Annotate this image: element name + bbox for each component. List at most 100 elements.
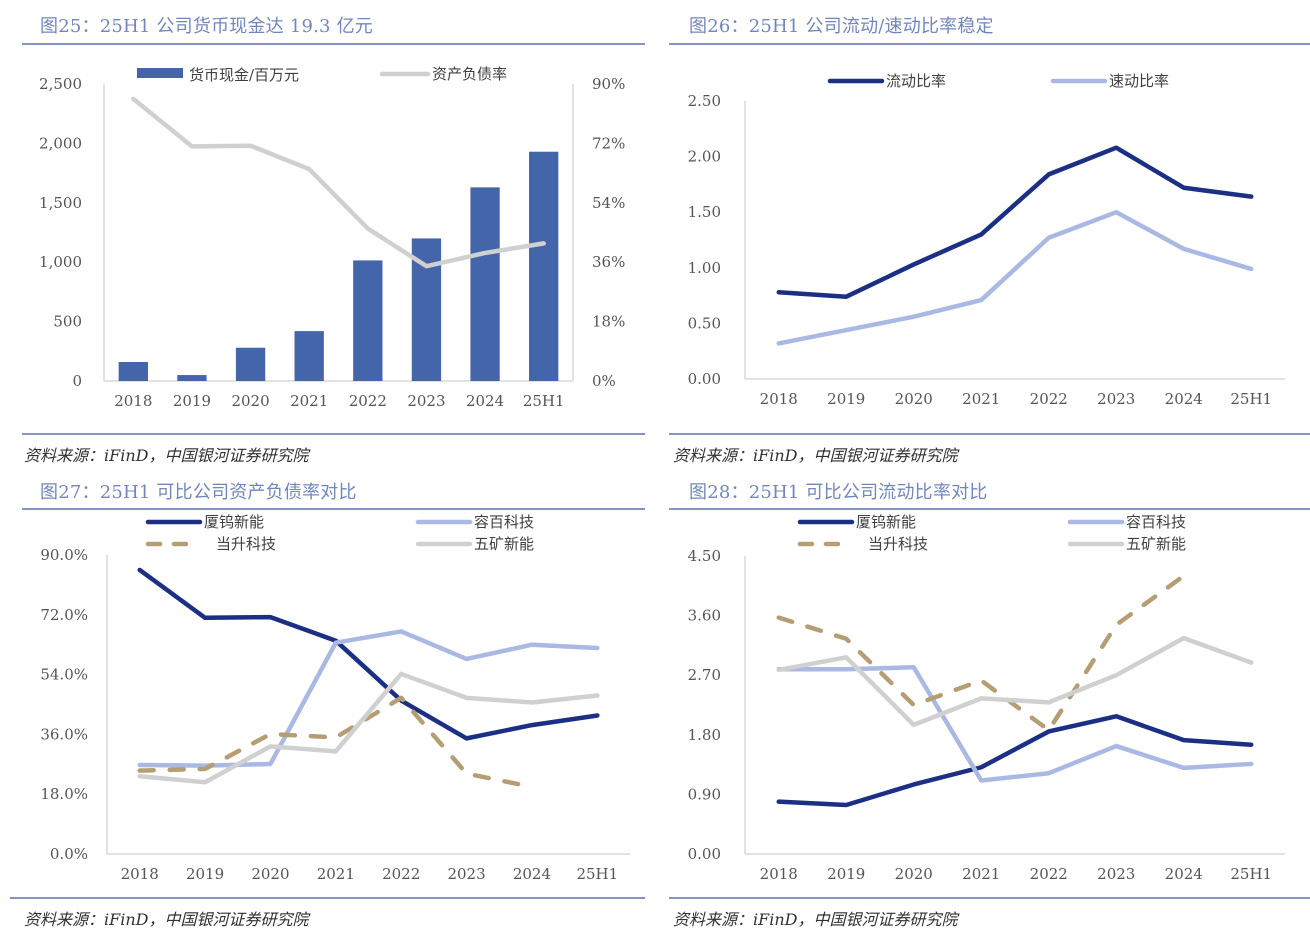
- figure-26-bottom-rule: [669, 433, 1310, 435]
- bar: [294, 331, 324, 381]
- figure-28-bottom-rule: [669, 897, 1310, 899]
- right-y-tick-label: 72%: [592, 134, 625, 152]
- legend-label: 资产负债率: [432, 65, 507, 83]
- x-tick-label: 2024: [466, 392, 504, 410]
- legend-label: 速动比率: [1109, 72, 1169, 90]
- chart-cash-and-debt-ratio: 0 500 1,000 1,500 2,000 2,500 2018 2019 2020 2021…: [39, 65, 625, 410]
- x-tick-label: 2020: [895, 390, 933, 408]
- y-tick-label: 1,000: [39, 253, 82, 271]
- series-line-2: [776, 209, 1254, 346]
- x-tick-label: 2023: [1097, 390, 1135, 408]
- x-tick-label: 2021: [962, 865, 1000, 883]
- y-tick-label: 2.70: [688, 666, 721, 684]
- legend-label: 当升科技: [216, 535, 276, 553]
- x-tick-label: 2020: [231, 392, 269, 410]
- series-line-4: [776, 635, 1254, 728]
- legend-label: 厦钨新能: [204, 513, 264, 531]
- y-tick-label: 0: [72, 372, 82, 390]
- x-tick-label: 2020: [895, 865, 933, 883]
- legend-label: 容百科技: [1126, 513, 1186, 531]
- right-y-tick-label: 36%: [592, 253, 625, 271]
- series-line-1: [776, 145, 1254, 299]
- series-line-1: [137, 567, 600, 741]
- y-tick-label: 2.00: [688, 148, 721, 166]
- bar: [529, 151, 559, 381]
- figure-28-title: 图28：25H1 可比公司流动比率对比: [689, 482, 988, 503]
- x-tick-label: 2018: [121, 865, 159, 883]
- bar: [353, 260, 383, 381]
- x-tick-label: 2024: [513, 865, 551, 883]
- y-tick-label: 3.60: [688, 607, 721, 625]
- y-tick-label: 54.0%: [40, 666, 88, 684]
- figure-27-title: 图27：25H1 可比公司资产负债率对比: [40, 482, 357, 503]
- y-tick-label: 2.50: [688, 92, 721, 110]
- series-line-2: [776, 665, 1254, 783]
- figure-25-top-rule: [22, 43, 645, 45]
- legend-label: 容百科技: [474, 513, 534, 531]
- figure-26-source: 资料来源：iFinD，中国银河证券研究院: [673, 446, 958, 465]
- x-tick-label: 2023: [447, 865, 485, 883]
- legend-label: 五矿新能: [474, 535, 534, 553]
- y-tick-label: 1,500: [39, 194, 82, 212]
- y-tick-label: 4.50: [688, 547, 721, 565]
- x-tick-label: 25H1: [1230, 390, 1272, 408]
- x-tick-label: 2018: [760, 865, 798, 883]
- series-line-1: [776, 714, 1254, 808]
- right-y-tick-label: 18%: [592, 313, 625, 331]
- y-tick-label: 2,500: [39, 75, 82, 93]
- chart-peer-debt-ratio: 0.0% 18.0% 36.0% 54.0% 72.0% 90.0% 2018 2019 202…: [40, 513, 630, 883]
- legend-label: 流动比率: [886, 72, 946, 90]
- figure-27-panel: 图27：25H1 可比公司资产负债率对比 0.0% 18.0% 36.0% 54.0%…: [0, 470, 650, 935]
- x-tick-label: 2024: [1165, 390, 1203, 408]
- y-tick-label: 2,000: [39, 134, 82, 152]
- y-tick-label: 1.50: [688, 203, 721, 221]
- figure-25-title: 图25：25H1 公司货币现金达 19.3 亿元: [40, 16, 373, 37]
- x-tick-label: 2024: [1165, 865, 1203, 883]
- x-tick-label: 2022: [349, 392, 387, 410]
- figure-27-top-rule: [22, 508, 645, 510]
- x-tick-label: 2018: [114, 392, 152, 410]
- y-tick-label: 0.90: [688, 785, 721, 803]
- x-tick-label: 2023: [1097, 865, 1135, 883]
- x-tick-label: 2022: [1030, 390, 1068, 408]
- y-tick-label: 18.0%: [40, 785, 88, 803]
- right-y-tick-label: 90%: [592, 75, 625, 93]
- right-y-tick-label: 0%: [592, 372, 616, 390]
- series-line-2: [131, 96, 546, 269]
- y-tick-label: 90.0%: [40, 546, 88, 564]
- legend-label: 厦钨新能: [856, 513, 916, 531]
- figure-26-panel: 图26：25H1 公司流动/速动比率稳定 0.00 0.50 1.00 1.50 2.0…: [655, 0, 1310, 470]
- figure-26-top-rule: [669, 43, 1310, 45]
- x-tick-label: 2021: [962, 390, 1000, 408]
- y-tick-label: 0.0%: [50, 845, 88, 863]
- figure-25-bottom-rule: [22, 433, 645, 435]
- series-line-3: [776, 573, 1186, 733]
- chart-peer-current-ratio: 0.00 0.90 1.80 2.70 3.60 4.50 2018 2019 2020 2021…: [688, 513, 1285, 883]
- bar: [235, 347, 266, 381]
- y-tick-label: 1.00: [688, 259, 721, 277]
- figure-28-source: 资料来源：iFinD，中国银河证券研究院: [673, 910, 958, 929]
- y-tick-label: 0.50: [688, 314, 721, 332]
- bar: [177, 375, 207, 381]
- legend-label: 五矿新能: [1126, 535, 1186, 553]
- figure-28-panel: 图28：25H1 可比公司流动比率对比 0.00 0.90 1.80 2.70 3.60…: [655, 470, 1310, 935]
- x-tick-label: 25H1: [576, 865, 618, 883]
- y-tick-label: 0.00: [688, 845, 721, 863]
- y-tick-label: 500: [53, 313, 82, 331]
- y-tick-label: 72.0%: [40, 606, 88, 624]
- bar: [470, 187, 500, 381]
- figure-27-source: 资料来源：iFinD，中国银河证券研究院: [24, 910, 309, 929]
- x-tick-label: 2019: [827, 390, 865, 408]
- x-tick-label: 2019: [173, 392, 211, 410]
- y-tick-label: 0.00: [688, 370, 721, 388]
- x-tick-label: 2021: [290, 392, 328, 410]
- chart-current-quick-ratio: 0.00 0.50 1.00 1.50 2.00 2.50 2018 2019 2020 2021…: [688, 72, 1285, 408]
- bar: [118, 361, 148, 381]
- right-y-tick-label: 54%: [592, 194, 625, 212]
- y-tick-label: 36.0%: [40, 725, 88, 743]
- x-tick-label: 2018: [760, 390, 798, 408]
- series-line-3: [137, 695, 535, 790]
- series-line-4: [137, 671, 600, 785]
- x-tick-label: 2023: [407, 392, 445, 410]
- y-tick-label: 1.80: [688, 726, 721, 744]
